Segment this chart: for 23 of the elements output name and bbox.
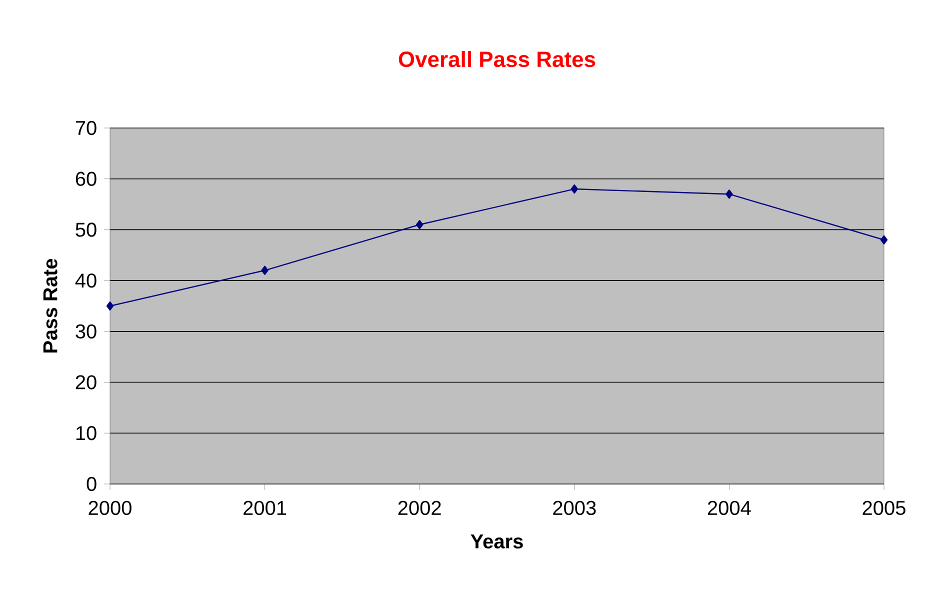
y-tick-label: 50 (76, 222, 96, 237)
x-tick-label: 2002 (398, 500, 441, 516)
point (570, 184, 578, 194)
x-tick-label: 2005 (862, 500, 906, 516)
point (416, 220, 424, 230)
y-tick-label: 30 (76, 324, 96, 338)
point (880, 235, 888, 244)
y-tick-label: 0 (86, 476, 96, 492)
y-axis-title: Pass Rate (43, 258, 58, 352)
x-axis-title: Years (470, 534, 523, 548)
point (726, 190, 733, 199)
y-tick-label: 10 (76, 426, 96, 440)
y-tick-label: 60 (76, 172, 96, 186)
x-tick-label: 2000 (88, 500, 132, 516)
x-tick-label: 2004 (708, 500, 751, 516)
x-tick-label: 2001 (244, 500, 286, 516)
point (261, 266, 268, 275)
chart-title: Overall Pass Rates (398, 50, 596, 68)
y-tick-label: 70 (76, 120, 96, 136)
y-tick-label: 40 (75, 273, 96, 288)
x-tick-label: 2003 (553, 500, 596, 516)
y-tick-label: 20 (76, 375, 96, 390)
point (106, 301, 114, 311)
